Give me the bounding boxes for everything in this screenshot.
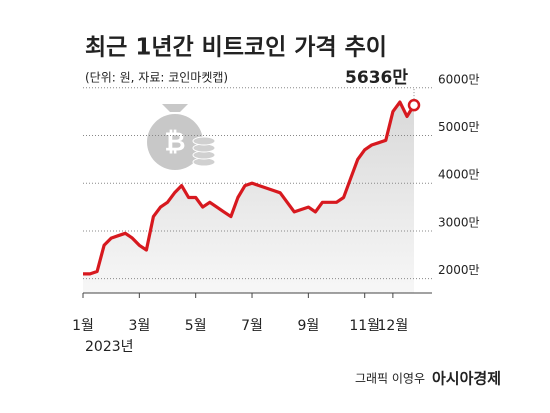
end-point [407,98,421,112]
y-tick-label: 5000만 [438,120,480,134]
svg-text:₿: ₿ [164,128,185,158]
x-tick-label: 1월 [72,318,94,334]
x-tick-label: 12월 [378,318,409,334]
line [83,100,416,276]
money-bag-icon: ₿ [147,104,216,170]
x-tick-label: 7월 [241,318,263,334]
year-label: 2023년 [85,339,134,355]
y-tick-label: 4000만 [438,168,480,182]
y-tick-label: 3000만 [438,215,480,229]
x-tick-label: 9월 [297,318,319,334]
brand: 아시아경제 [432,370,501,388]
x-tick-label: 5월 [185,318,207,334]
area [83,102,414,293]
x-tick-label: 3월 [128,318,150,334]
y-tick-label: 6000만 [438,72,480,86]
x-tick-label: 11월 [349,318,380,334]
value-label: 5636만 [345,68,408,88]
chart-subtitle: (단위: 원, 자료: 코인마켓캡) [85,71,228,85]
y-tick-label: 2000만 [438,263,480,277]
chart-title: 최근 1년간 비트코인 가격 추이 [85,35,387,61]
credit: 그래픽 이영우 [355,372,425,386]
